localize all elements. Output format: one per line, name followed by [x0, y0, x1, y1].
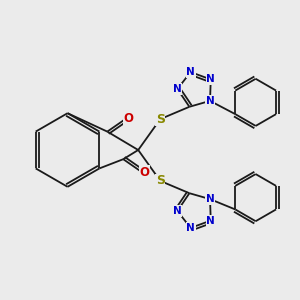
Text: S: S	[156, 174, 165, 188]
Text: N: N	[206, 216, 215, 226]
Text: N: N	[186, 67, 195, 77]
Text: N: N	[186, 223, 195, 233]
Text: S: S	[156, 112, 165, 126]
Text: N: N	[206, 74, 215, 84]
Text: N: N	[173, 84, 182, 94]
Text: N: N	[206, 96, 214, 106]
Text: N: N	[173, 206, 182, 216]
Text: N: N	[206, 194, 214, 204]
Text: O: O	[124, 112, 134, 125]
Text: O: O	[140, 166, 149, 179]
